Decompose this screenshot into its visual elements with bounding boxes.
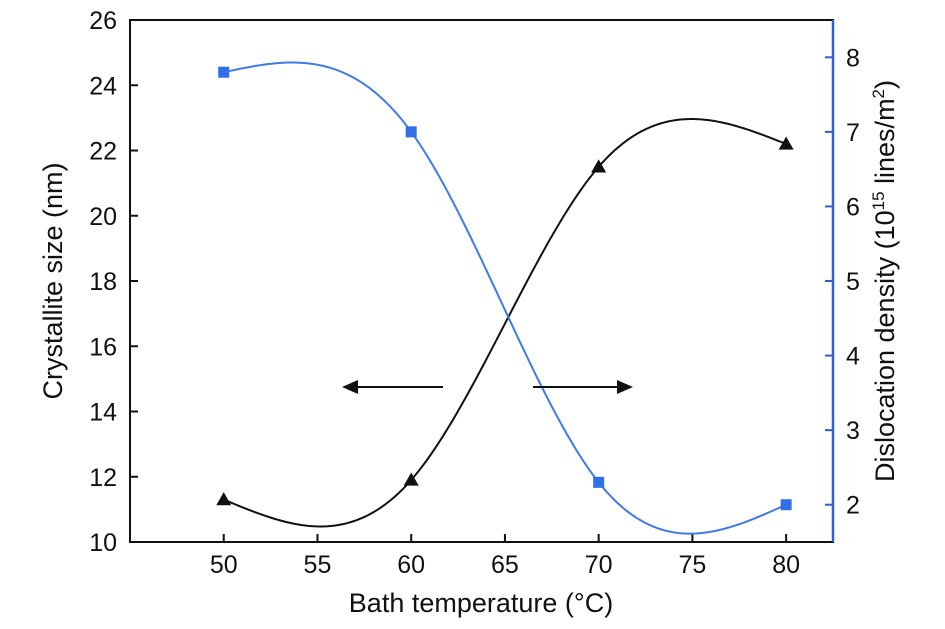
x-tick-label: 60 <box>397 551 425 579</box>
data-point-square <box>405 126 417 138</box>
series-line-crystallite-size <box>223 118 787 528</box>
x-tick-label: 80 <box>772 551 800 579</box>
y-right-tick-label: 5 <box>846 268 860 296</box>
arrow-right-head <box>617 380 633 394</box>
y-right-title-unit: lines/m <box>870 98 900 191</box>
x-axis-title: Bath temperature (°C) <box>349 588 613 618</box>
data-point-triangle <box>403 472 419 486</box>
annotation-arrows-layer <box>342 380 633 394</box>
x-tick-label: 55 <box>304 551 332 579</box>
y-left-tick-label: 24 <box>89 72 117 100</box>
y-left-tick-label: 14 <box>89 399 117 427</box>
x-tick-label: 50 <box>210 551 238 579</box>
series-line-dislocation-density <box>223 61 787 535</box>
x-tick-label: 70 <box>585 551 613 579</box>
y-right-tick-label: 8 <box>846 44 860 72</box>
ticks-layer: 50 55 60 65 70 75 80 10 12 14 16 18 20 22 24 26 2 3 4 5 6 7 8 <box>89 7 860 579</box>
x-tick-label: 65 <box>491 551 519 579</box>
y-right-title-prefix: Dislocation density (10 <box>870 210 900 482</box>
y-left-tick-label: 16 <box>89 333 117 361</box>
data-point-square <box>593 476 605 488</box>
y-left-tick-label: 10 <box>89 529 117 557</box>
data-point-triangle <box>591 159 607 173</box>
y-left-tick-label: 18 <box>89 268 117 296</box>
y-right-tick-label: 6 <box>846 193 860 221</box>
data-point-triangle <box>778 136 794 150</box>
y-right-title-suffix: ) <box>870 80 900 89</box>
y-right-tick-label: 2 <box>846 492 860 520</box>
y-left-tick-label: 12 <box>89 464 117 492</box>
x-tick-label: 75 <box>678 551 706 579</box>
y-right-tick-label: 7 <box>846 119 860 147</box>
y-left-tick-label: 26 <box>89 7 117 35</box>
series-lines-layer <box>223 61 787 535</box>
y-right-title-unit-exp: 2 <box>869 89 888 98</box>
y-left-tick-label: 20 <box>89 203 117 231</box>
y-right-title-exp: 15 <box>869 191 888 210</box>
y-right-tick-label: 3 <box>846 417 860 445</box>
arrow-left-head <box>342 380 358 394</box>
y-left-tick-label: 22 <box>89 138 117 166</box>
data-point-triangle <box>216 492 232 506</box>
data-point-square <box>780 499 792 511</box>
series-markers-layer <box>216 66 794 511</box>
y-left-axis-title: Crystallite size (nm) <box>38 162 68 399</box>
plot-frame <box>129 19 834 543</box>
data-point-square <box>218 66 230 78</box>
y-right-axis-title: Dislocation density (1015 lines/m2) <box>869 80 900 482</box>
y-right-tick-label: 4 <box>846 343 860 371</box>
